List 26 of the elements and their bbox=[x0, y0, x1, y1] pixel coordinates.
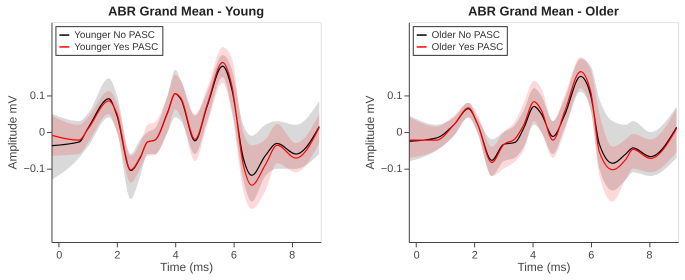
x-tick-label: 6 bbox=[230, 249, 237, 262]
x-tick-label: 0 bbox=[414, 249, 420, 262]
chart-title: ABR Grand Mean - Older bbox=[468, 3, 619, 18]
y-tick-label: −0.1 bbox=[380, 163, 402, 176]
x-axis-title: Time (ms) bbox=[160, 260, 214, 274]
x-tick-label: 0 bbox=[56, 249, 62, 262]
chart-title: ABR Grand Mean - Young bbox=[108, 3, 264, 18]
y-tick-label: 0 bbox=[38, 126, 46, 139]
x-tick-label: 4 bbox=[530, 249, 536, 262]
x-tick-label: 8 bbox=[289, 249, 296, 262]
x-tick-label: 8 bbox=[646, 249, 652, 262]
y-tick-label: 0.1 bbox=[387, 90, 402, 102]
legend-label: Younger Yes PASC bbox=[74, 42, 158, 53]
x-tick-label: 2 bbox=[472, 249, 478, 262]
legend-label: Older No PASC bbox=[432, 30, 500, 42]
legend-label: Older Yes PASC bbox=[432, 42, 504, 53]
x-tick-label: 2 bbox=[114, 249, 120, 262]
legend-label: Younger No PASC bbox=[74, 30, 155, 42]
x-tick-label: 6 bbox=[588, 249, 594, 262]
y-tick-label: 0.1 bbox=[30, 90, 46, 102]
x-axis-title: Time (ms) bbox=[517, 260, 570, 274]
y-tick-label: 0 bbox=[396, 126, 402, 139]
x-tick-label: 4 bbox=[172, 249, 179, 262]
y-axis-title: Amplitude mV bbox=[6, 96, 20, 170]
y-tick-label: −0.1 bbox=[24, 163, 46, 176]
y-axis-title: Amplitude mV bbox=[362, 96, 377, 170]
